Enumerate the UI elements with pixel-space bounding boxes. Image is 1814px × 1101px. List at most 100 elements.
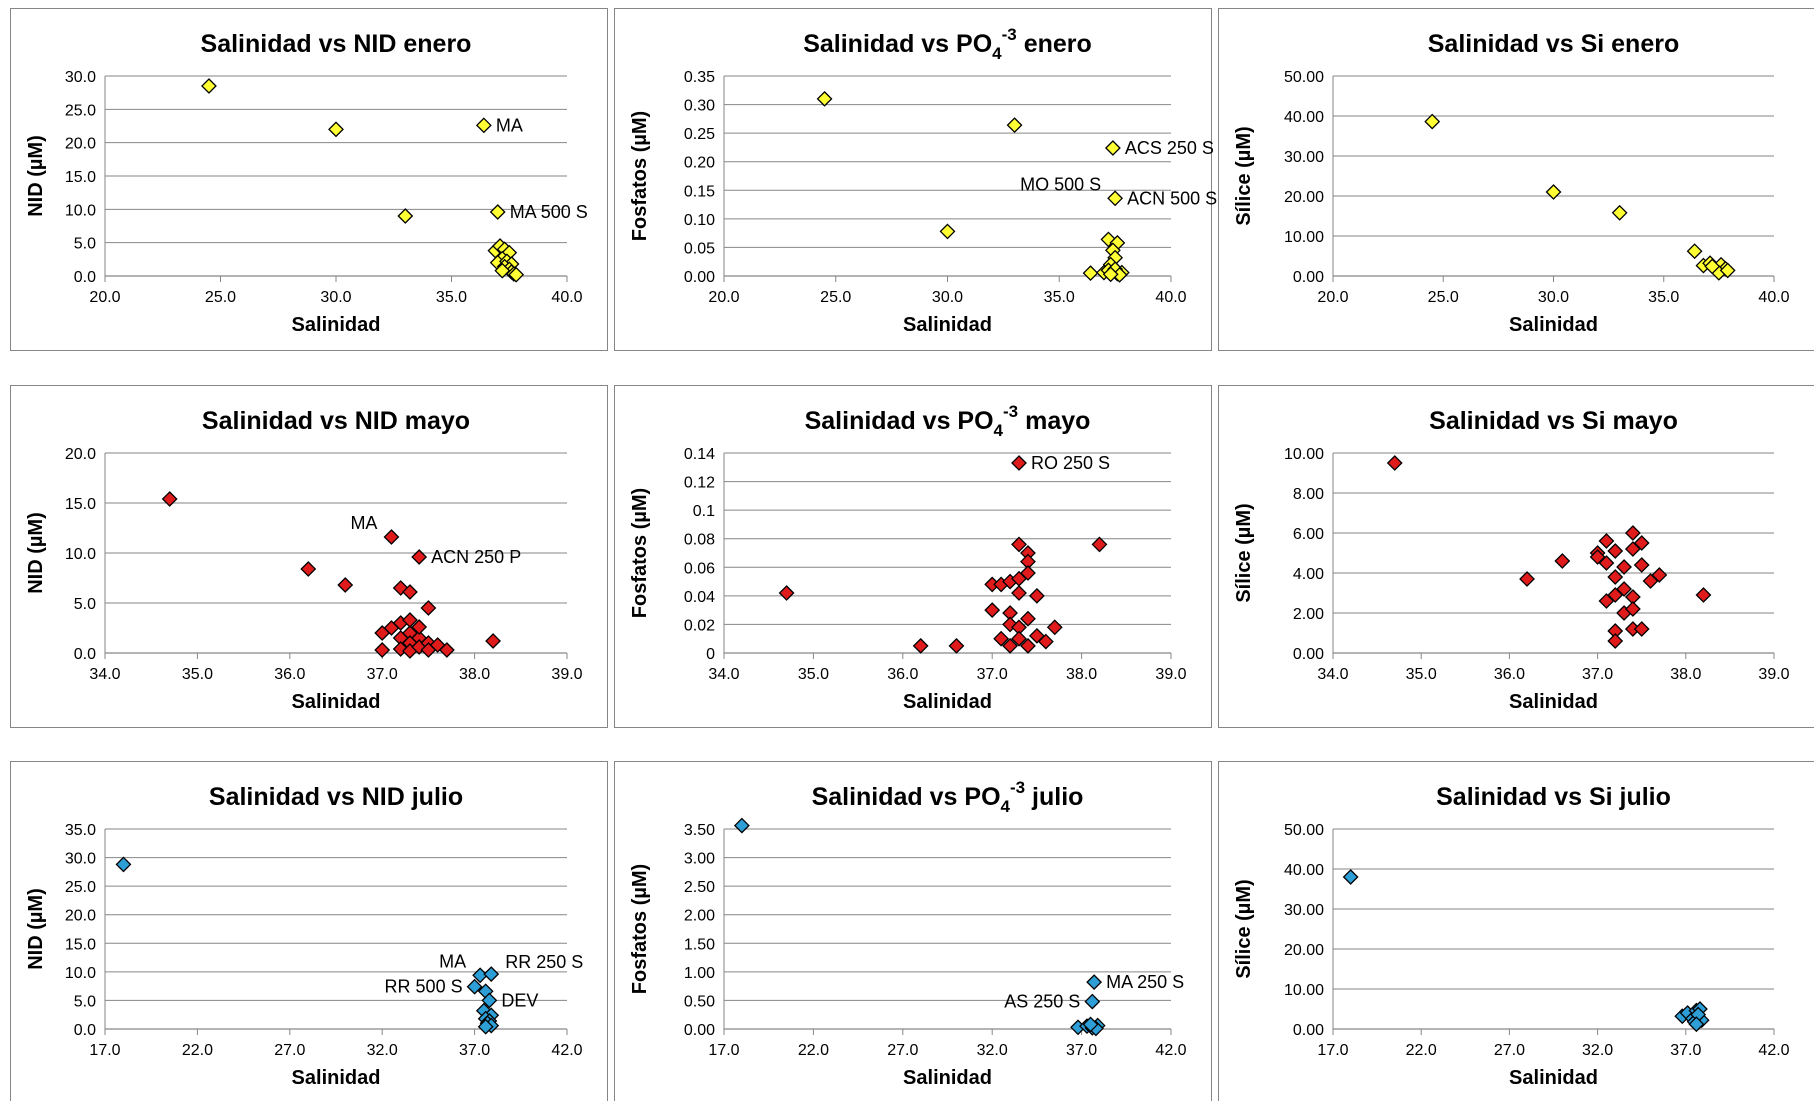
x-axis-label: Salinidad [1509,691,1598,713]
y-tick-label: 0.00 [1293,269,1324,286]
x-tick-label: 38.0 [1066,666,1097,683]
x-axis-label: Salinidad [292,691,381,713]
chart-panel-4: Salinidad vs NID mayo 0.0 5.0 10.0 15.0 20.0 3… [10,385,608,728]
data-point [466,978,483,995]
data-point [1011,536,1027,553]
y-tick-label: 0.05 [684,240,715,257]
y-tick-label: 0.0 [74,1022,96,1039]
chart-panel-6: Salinidad vs Si mayo 0.00 2.00 4.00 6.00 8.00… [1218,385,1814,728]
point-annotation: MA [350,513,377,533]
x-tick-label: 25.0 [205,289,236,306]
y-tick-label: 40.00 [1284,862,1324,879]
y-tick-label: 4.00 [1293,566,1324,583]
data-point [1633,535,1650,551]
data-point [1704,258,1721,275]
x-axis-label: Salinidad [292,314,381,336]
y-tick-label: 0.10 [684,212,715,229]
data-point [328,121,344,138]
y-tick-label: 20.0 [65,908,96,925]
data-point [1102,266,1119,283]
y-tick-label: 35.0 [65,822,96,839]
y-axis-label: NID (µM) [25,512,47,594]
y-tick-label: 6.00 [1293,526,1324,543]
panel-border [10,761,608,1101]
x-axis-label: Salinidad [903,691,992,713]
chart-title: Salinidad vs PO4-3 enero [803,25,1092,63]
data-point [481,992,498,1009]
data-point [337,577,354,593]
y-tick-label: 2.00 [684,908,715,925]
data-point [778,585,795,601]
panel-border [614,8,1212,351]
data-point [420,600,437,616]
point-annotation: RR 500 S [385,977,463,997]
x-tick-label: 34.0 [89,666,120,683]
chart-title: Salinidad vs NID enero [201,30,472,58]
y-tick-label: 1.50 [684,936,715,953]
data-point [1037,633,1054,650]
data-point [1091,536,1108,553]
title-main: Salinidad vs PO [812,783,1001,811]
data-point [483,966,500,983]
y-axis-label: Sílice (µM) [1233,879,1255,978]
data-point [1616,581,1632,597]
y-tick-label: 10.00 [1284,446,1324,463]
y-tick-label: 0.12 [684,475,715,492]
chart-title: Salinidad vs NID mayo [202,407,470,435]
x-tick-label: 25.0 [1428,289,1459,306]
data-point [1695,587,1712,603]
data-point [508,266,525,283]
y-tick-label: 0.50 [684,993,715,1010]
data-point [984,602,1001,619]
x-tick-label: 35.0 [1648,289,1679,306]
y-axis-label: Fosfatos (µM) [629,488,651,618]
y-tick-label: 2.50 [684,879,715,896]
y-tick-label: 3.00 [684,851,715,868]
y-tick-label: 0.08 [684,532,715,549]
x-tick-label: 37.0 [977,666,1008,683]
y-tick-label: 3.50 [684,822,715,839]
data-point [993,630,1010,647]
y-axis-label: Fosfatos (µM) [629,111,651,241]
title-subscript: 4 [994,421,1004,440]
point-annotation: MA [496,115,523,135]
chart-panel-2: Salinidad vs PO4-3 enero 0.00 0.05 0.10 0.15… [614,8,1217,351]
point-annotation: DEV [501,990,538,1010]
x-tick-label: 37.0 [367,666,398,683]
data-point [948,637,965,654]
title-end: julio [1025,783,1083,811]
x-tick-label: 34.0 [708,666,739,683]
x-tick-label: 34.0 [1317,666,1348,683]
x-tick-label: 39.0 [551,666,582,683]
x-tick-label: 27.0 [274,1042,305,1059]
x-tick-label: 35.0 [798,666,829,683]
data-point [1651,567,1668,583]
panel-border [10,385,608,728]
data-point [1611,204,1628,221]
data-point [411,549,428,565]
x-tick-label: 27.0 [887,1042,918,1059]
title-superscript: -3 [1010,778,1025,797]
chart-title: Salinidad vs Si enero [1428,30,1679,58]
data-point [733,817,750,834]
x-tick-label: 32.0 [367,1042,398,1059]
y-tick-label: 0.06 [684,560,715,577]
x-tick-label: 17.0 [89,1042,120,1059]
data-point [1104,140,1121,156]
x-tick-label: 40.0 [1758,289,1789,306]
x-tick-label: 30.0 [932,289,963,306]
data-point [1554,553,1571,569]
y-axis-label: NID (µM) [25,888,47,970]
x-tick-label: 17.0 [708,1042,739,1059]
data-point [1020,637,1036,654]
y-axis-label: Fosfatos (µM) [629,864,651,994]
data-point [494,262,511,279]
data-point [816,90,833,107]
data-point [1598,555,1615,571]
data-point [438,642,455,658]
x-tick-label: 42.0 [1155,1042,1186,1059]
data-point [477,1018,494,1035]
y-tick-label: 0.35 [684,69,715,86]
y-tick-label: 0.00 [1293,646,1324,663]
title-main: Salinidad vs PO [803,30,992,58]
